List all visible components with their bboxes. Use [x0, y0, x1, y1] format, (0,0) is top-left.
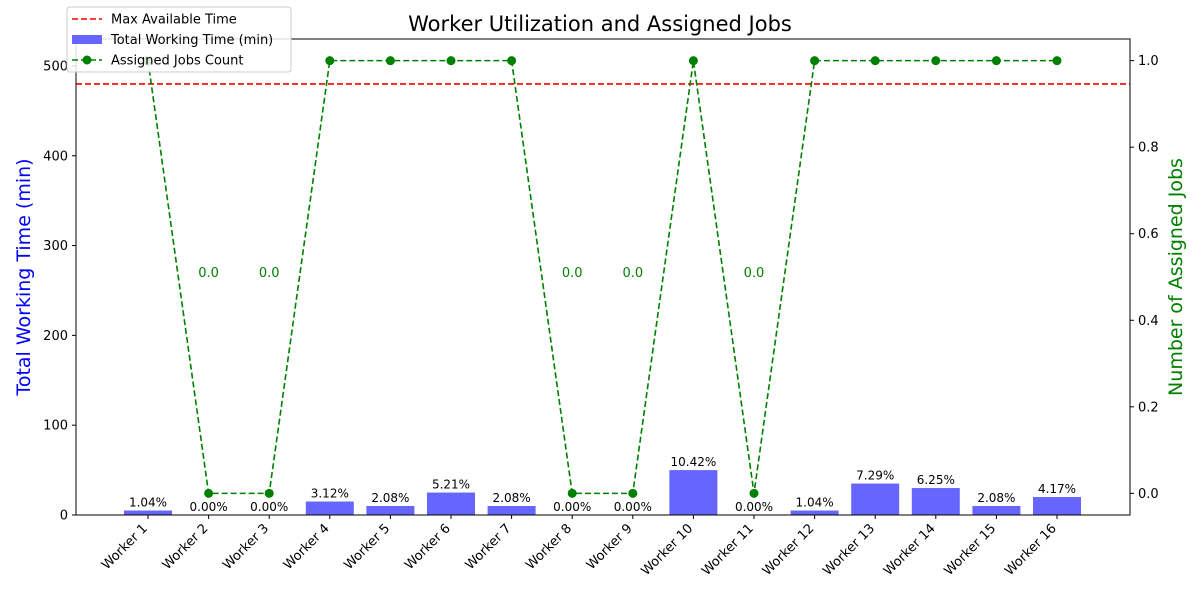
legend-label: Total Working Time (min) — [110, 33, 273, 48]
assigned-jobs-point — [325, 56, 335, 66]
bar-value-label: 5.21% — [432, 478, 470, 492]
x-tick-label: Worker 7 — [463, 521, 515, 573]
x-tick-label: Worker 3 — [220, 521, 272, 573]
assigned-jobs-point — [1052, 56, 1062, 66]
x-tick-label: Worker 4 — [281, 521, 333, 573]
legend-label: Max Available Time — [111, 13, 237, 28]
bar — [790, 510, 839, 515]
x-tick-label: Worker 12 — [760, 521, 818, 579]
bar-value-label: 2.08% — [371, 491, 409, 505]
assigned-jobs-point — [870, 56, 880, 66]
bar — [124, 510, 172, 515]
right-y-tick-label: 0.8 — [1138, 141, 1159, 156]
assigned-jobs-point — [264, 488, 274, 498]
bar — [366, 506, 415, 515]
bar — [427, 492, 475, 515]
legend-swatch-total-working-time — [72, 35, 102, 44]
assigned-jobs-annotation: 0.0 — [198, 266, 219, 281]
left-y-tick-label: 200 — [43, 329, 68, 344]
assigned-jobs-point — [991, 56, 1001, 66]
assigned-jobs-annotation: 0.0 — [259, 266, 280, 281]
x-tick-label: Worker 8 — [523, 521, 575, 573]
bar-value-label: 0.00% — [190, 500, 228, 514]
assigned-jobs-point — [204, 488, 214, 498]
right-y-tick-label: 1.0 — [1138, 54, 1159, 69]
left-y-tick-label: 400 — [43, 149, 68, 164]
bar-value-label: 10.42% — [671, 455, 717, 469]
bar-value-label: 2.08% — [977, 491, 1015, 505]
x-tick-label: Worker 2 — [160, 521, 212, 573]
x-tick-label: Worker 9 — [584, 521, 636, 573]
legend-label: Assigned Jobs Count — [111, 54, 243, 69]
right-axis-label: Number of Assigned Jobs — [1165, 158, 1187, 396]
assigned-jobs-point — [628, 488, 638, 498]
bar — [972, 506, 1021, 515]
bar-value-label: 0.00% — [614, 500, 652, 514]
bar-value-label: 0.00% — [553, 500, 591, 514]
left-y-tick-label: 100 — [43, 419, 68, 434]
x-tick-label: Worker 13 — [820, 521, 878, 579]
left-y-tick-label: 300 — [43, 239, 68, 254]
assigned-jobs-point — [507, 56, 517, 66]
left-y-tick-label: 0 — [60, 509, 68, 524]
assigned-jobs-point — [567, 488, 577, 498]
bar — [305, 501, 354, 515]
right-y-tick-label: 0.2 — [1138, 400, 1159, 415]
assigned-jobs-annotation: 0.0 — [562, 266, 583, 281]
right-y-tick-label: 0.4 — [1138, 314, 1159, 329]
legend-swatch-assigned-jobs-marker — [82, 55, 92, 65]
x-tick-label: Worker 1 — [99, 521, 151, 573]
right-y-tick-label: 0.6 — [1138, 227, 1159, 242]
x-tick-label: Worker 14 — [881, 521, 939, 579]
assigned-jobs-point — [688, 56, 698, 66]
bar-value-label: 1.04% — [129, 496, 167, 510]
x-tick-label: Worker 16 — [1002, 521, 1060, 579]
assigned-jobs-point — [385, 56, 395, 66]
legend: Max Available Time Total Working Time (mi… — [66, 6, 292, 73]
plot-area: 1.04% 0.00% 0.00% 3.12% 2.08% 5.21% 2.08% 0.00%… — [76, 56, 1130, 515]
bar — [487, 506, 536, 515]
chart-title: Worker Utilization and Assigned Jobs — [408, 12, 792, 36]
bar — [851, 483, 900, 515]
bar-value-label: 0.00% — [735, 500, 773, 514]
bar-value-label: 2.08% — [493, 491, 531, 505]
bar — [911, 488, 960, 515]
assigned-jobs-annotation: 0.0 — [744, 266, 765, 281]
bar-value-label: 0.00% — [250, 500, 288, 514]
bar-value-label: 3.12% — [311, 487, 349, 501]
bar — [669, 470, 718, 515]
assigned-jobs-line — [147, 59, 1057, 495]
left-y-tick-label: 500 — [43, 59, 68, 74]
plot-frame — [75, 38, 1131, 516]
left-axis-label: Total Working Time (min) — [13, 158, 35, 396]
right-y-tick-label: 0.0 — [1138, 487, 1159, 502]
bar-value-label: 7.29% — [856, 469, 894, 483]
x-tick-label: Worker 15 — [942, 521, 1000, 579]
bar-value-label: 1.04% — [796, 496, 834, 510]
bar — [1033, 497, 1081, 515]
assigned-jobs-point — [931, 56, 941, 66]
x-tick-label: Worker 11 — [699, 521, 757, 579]
x-tick-label: Worker 5 — [341, 521, 393, 573]
x-tick-label: Worker 10 — [639, 521, 697, 579]
x-tick-label: Worker 6 — [402, 521, 454, 573]
assigned-jobs-annotation: 0.0 — [622, 266, 643, 281]
assigned-jobs-point — [810, 56, 820, 66]
legend-box — [66, 6, 292, 73]
bar-value-label: 6.25% — [917, 473, 955, 487]
assigned-jobs-point — [446, 56, 456, 66]
assigned-jobs-point — [749, 488, 759, 498]
bar-value-label: 4.17% — [1038, 482, 1076, 496]
